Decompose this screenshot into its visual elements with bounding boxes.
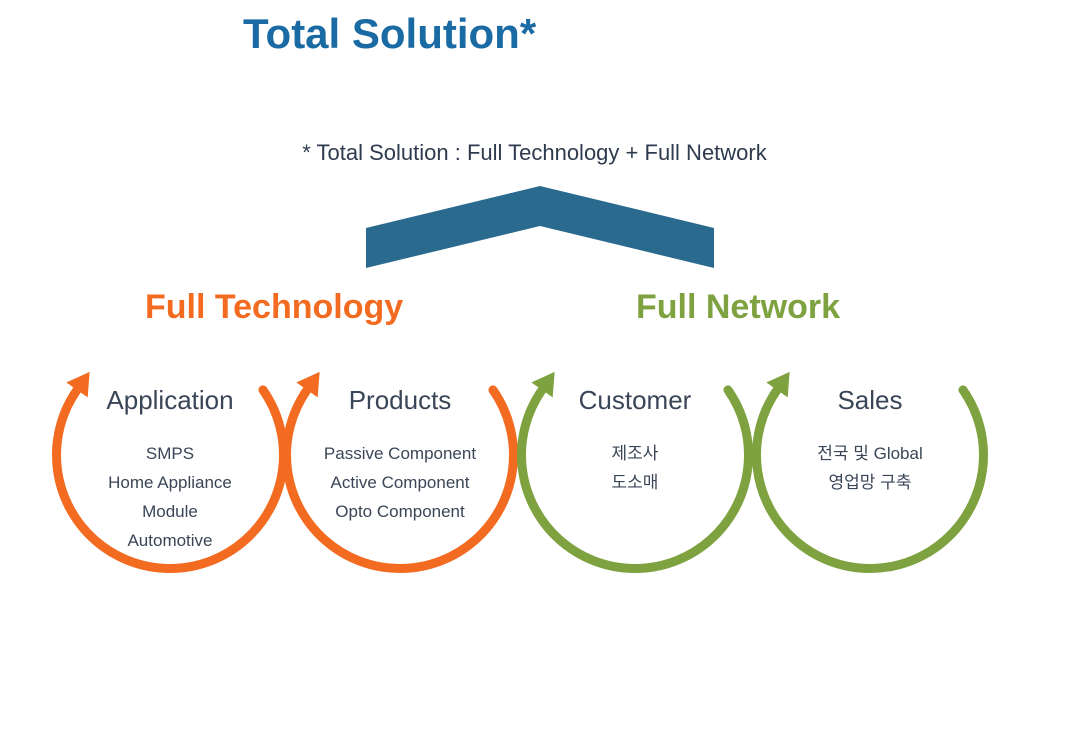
circle-item: Active Component [280, 469, 520, 498]
circle-items: SMPSHome ApplianceModuleAutomotive [50, 440, 290, 556]
circle-item: 영업망 구축 [750, 469, 990, 498]
group-label-technology-text: Full Technology [145, 288, 403, 326]
title-text: Total Solution* [243, 10, 536, 57]
chevron-up-icon [366, 186, 714, 279]
circle-products: Products Passive ComponentActive Compone… [280, 335, 520, 575]
group-label-network-text: Full Network [636, 288, 840, 326]
circle-title: Sales [750, 385, 990, 416]
circle-title: Customer [515, 385, 755, 416]
subtitle-tech: Full Technology [467, 140, 619, 165]
circle-item: 제조사 [515, 440, 755, 469]
circle-content: Application SMPSHome ApplianceModuleAuto… [50, 385, 290, 556]
subtitle: * Total Solution : Full Technology + Ful… [0, 140, 1069, 166]
circle-items: 제조사도소매 [515, 440, 755, 498]
circle-item: SMPS [50, 440, 290, 469]
subtitle-plus: + [619, 140, 644, 165]
circle-content: Customer 제조사도소매 [515, 385, 755, 498]
circle-content: Sales 전국 및 Global영업망 구축 [750, 385, 990, 498]
circle-item: 전국 및 Global [750, 440, 990, 469]
circle-item: 도소매 [515, 469, 755, 498]
group-label-network: Full Network [636, 288, 840, 327]
circle-items: Passive ComponentActive ComponentOpto Co… [280, 440, 520, 527]
circle-item: Passive Component [280, 440, 520, 469]
circle-application: Application SMPSHome ApplianceModuleAuto… [50, 335, 290, 575]
group-label-technology: Full Technology [145, 288, 403, 327]
circle-items: 전국 및 Global영업망 구축 [750, 440, 990, 498]
circle-customer: Customer 제조사도소매 [515, 335, 755, 575]
circle-title: Application [50, 385, 290, 416]
circle-sales: Sales 전국 및 Global영업망 구축 [750, 335, 990, 575]
circle-content: Products Passive ComponentActive Compone… [280, 385, 520, 527]
circle-item: Module [50, 498, 290, 527]
circle-item: Home Appliance [50, 469, 290, 498]
subtitle-prefix: * Total Solution : [302, 140, 467, 165]
circle-item: Automotive [50, 527, 290, 556]
page-title: Total Solution* [243, 10, 536, 58]
circle-title: Products [280, 385, 520, 416]
subtitle-net: Full Network [645, 140, 767, 165]
circle-item: Opto Component [280, 498, 520, 527]
